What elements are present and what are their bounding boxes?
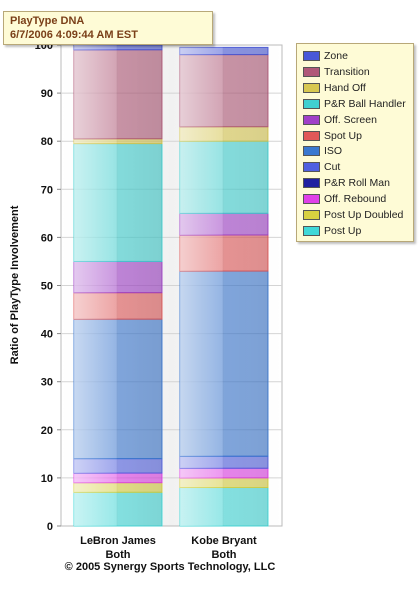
legend: Zone Transition Hand Off P&R Ball Handler Of… xyxy=(296,43,414,242)
y-tick-label: 0 xyxy=(47,521,53,533)
y-tick-label: 20 xyxy=(41,425,53,437)
bar-segment-shine xyxy=(74,473,162,483)
bar-segment-shine xyxy=(74,458,162,474)
bar-segment-shine xyxy=(180,126,268,142)
bar-segment-shine xyxy=(180,271,268,457)
bars xyxy=(73,44,269,527)
legend-label: Post Up xyxy=(324,224,362,237)
legend-label: Cut xyxy=(324,161,341,174)
bar-segment-shine xyxy=(74,138,162,144)
bar-segment-shine xyxy=(74,45,162,50)
bar-segment-shine xyxy=(180,141,268,214)
bar-segment-shine xyxy=(180,47,268,55)
legend-label: Zone xyxy=(324,50,348,62)
legend-item-transition: Transition xyxy=(303,65,370,79)
chart-title: PlayType DNA xyxy=(10,15,85,27)
bar-segment-shine xyxy=(180,234,268,272)
legend-swatch xyxy=(303,225,320,236)
legend-label: Post Up Doubled xyxy=(324,209,404,221)
legend-swatch xyxy=(303,114,320,125)
legend-item-cut: Cut xyxy=(303,160,340,174)
bar-segment-shine xyxy=(180,468,268,478)
legend-swatch xyxy=(303,210,320,220)
y-tick-label: 90 xyxy=(41,88,53,100)
legend-item-zone: Zone xyxy=(303,49,348,63)
legend-swatch xyxy=(303,98,320,109)
bar-segment-shine xyxy=(180,477,268,488)
y-tick-label: 80 xyxy=(41,136,53,148)
legend-label: Transition xyxy=(324,65,370,78)
bar-segment-shine xyxy=(74,143,162,262)
bar-segment-shine xyxy=(74,292,162,320)
y-tick-label: 60 xyxy=(41,232,53,244)
bar-segment-shine xyxy=(180,213,268,235)
category-label-lebron: LeBron James Both xyxy=(80,535,156,561)
y-axis-label: Ratio of PlayType Involvement xyxy=(9,205,21,365)
category-label-kobe: Kobe Bryant Both xyxy=(191,535,257,561)
legend-label: Off. Screen xyxy=(324,113,377,126)
legend-label: Spot Up xyxy=(324,129,362,142)
legend-label: P&R Roll Man xyxy=(324,177,390,190)
legend-swatch xyxy=(303,51,320,61)
bar-segment-shine xyxy=(74,319,162,459)
legend-item-off-rebound: Off. Rebound xyxy=(303,192,386,206)
legend-label: P&R Ball Handler xyxy=(324,97,406,110)
bar-segment-shine xyxy=(180,456,268,469)
y-tick-label: 70 xyxy=(41,184,53,196)
legend-label: Off. Rebound xyxy=(324,193,387,206)
bar-segment-shine xyxy=(180,487,268,526)
legend-swatch xyxy=(303,194,320,205)
legend-item-post-up: Post Up xyxy=(303,224,361,238)
legend-item-post-up-doubled: Post Up Doubled xyxy=(303,208,403,222)
copyright-notice: © 2005 Synergy Sports Technology, LLC xyxy=(64,561,276,573)
legend-swatch xyxy=(303,130,320,141)
y-tick-label: 10 xyxy=(41,473,53,485)
legend-swatch xyxy=(303,178,320,189)
bar-segment-shine xyxy=(74,261,162,293)
y-tick-label: 30 xyxy=(41,377,53,389)
y-tick-label: 50 xyxy=(41,281,53,293)
legend-swatch xyxy=(303,66,320,77)
chart-timestamp: 6/7/2006 4:09:44 AM EST xyxy=(10,29,138,41)
legend-label: ISO xyxy=(324,145,343,158)
y-tick-label: 40 xyxy=(41,329,53,341)
legend-item-off-screen: Off. Screen xyxy=(303,113,377,127)
legend-item-hand-off: Hand Off xyxy=(303,81,366,95)
legend-label: Hand Off xyxy=(324,81,366,94)
chart-title-box: PlayType DNA 6/7/2006 4:09:44 AM EST xyxy=(3,11,213,45)
bar-segment-shine xyxy=(180,54,268,127)
legend-item-p-r-roll-man: P&R Roll Man xyxy=(303,176,390,190)
legend-swatch xyxy=(303,82,320,93)
legend-swatch xyxy=(303,162,320,173)
legend-swatch xyxy=(303,146,320,157)
legend-item-iso: ISO xyxy=(303,144,342,158)
legend-item-p-r-ball-handler: P&R Ball Handler xyxy=(303,97,406,111)
bar-segment-shine xyxy=(74,492,162,526)
bar-segment-shine xyxy=(74,49,162,139)
bar-segment-shine xyxy=(74,482,162,493)
legend-item-spot-up: Spot Up xyxy=(303,129,362,143)
